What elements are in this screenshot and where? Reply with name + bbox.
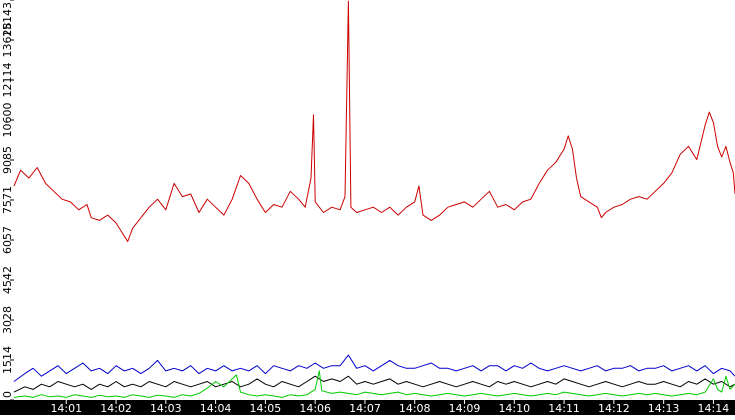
x-tick-label: 14:03 [150, 402, 182, 415]
y-tick-label: 13628 [1, 23, 14, 58]
y-tick-label: 7571 [1, 186, 14, 214]
y-tick-label: 1514 [1, 346, 14, 374]
x-tick-label: 14:02 [100, 402, 132, 415]
x-tick-label: 14:04 [200, 402, 232, 415]
series-line-1 [13, 0, 735, 242]
x-tick-label: 14:09 [449, 402, 481, 415]
x-tick-label: 14:06 [299, 402, 331, 415]
y-axis: 0 1514 3028 4542 6057 7571 9085 10600 12114 13628… [1, 0, 14, 401]
y-tick-label: 4542 [1, 266, 14, 294]
x-axis-bar [0, 400, 735, 415]
series-layer [13, 0, 735, 398]
x-axis: 14:01 14:02 14:03 14:04 14:05 14:06 14:07 14:08… [50, 400, 729, 415]
x-tick-label: 14:05 [250, 402, 282, 415]
series-line-2 [13, 354, 735, 382]
x-tick-label: 14:07 [349, 402, 381, 415]
y-tick-label: 3028 [1, 306, 14, 334]
x-tick-label: 14:11 [548, 402, 580, 415]
y-tick-label: 6057 [1, 226, 14, 254]
y-tick-label: 9085 [1, 146, 14, 174]
x-tick-label: 14:01 [50, 402, 82, 415]
y-tick-label: 12114 [1, 63, 14, 98]
x-tick-label: 14:08 [399, 402, 431, 415]
x-tick-label: 14:14 [698, 402, 730, 415]
series-line-3 [13, 375, 735, 393]
x-tick-label: 14:10 [498, 402, 530, 415]
x-tick-label: 14:12 [598, 402, 630, 415]
y-axis-bar [0, 0, 14, 400]
y-tick-label: 0 [1, 391, 14, 398]
series-line-4 [13, 370, 735, 398]
y-tick-label: 15143 [1, 2, 14, 37]
y-tick-label: 10600 [1, 103, 14, 138]
x-tick-label: 14:13 [648, 402, 680, 415]
